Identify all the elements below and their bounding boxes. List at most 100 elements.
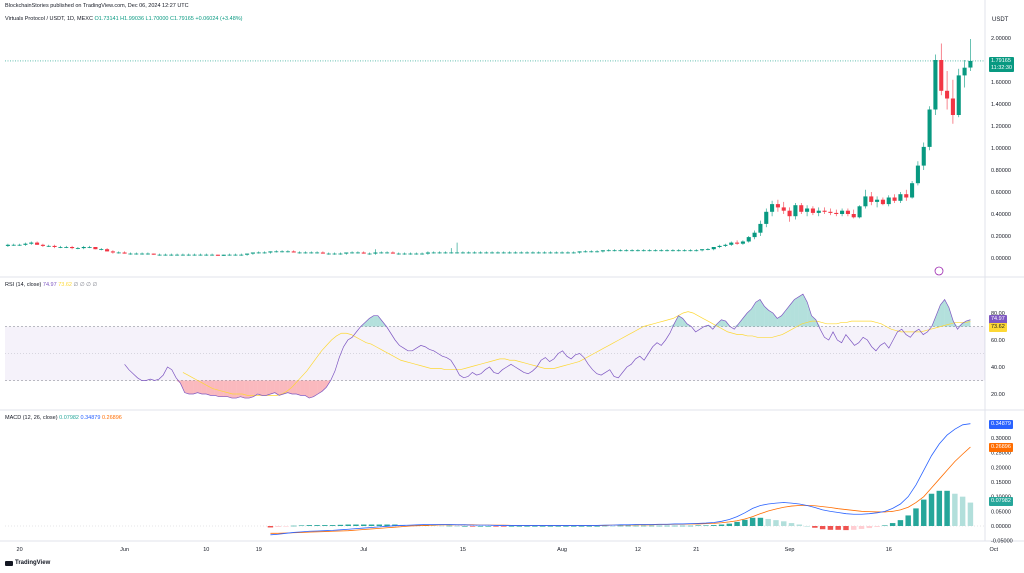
- candle-body: [81, 247, 86, 249]
- candle-body: [816, 210, 821, 213]
- candle-body: [892, 197, 897, 201]
- time-axis-tick: Sep: [785, 547, 795, 553]
- candle-body: [775, 204, 780, 208]
- macd-histogram-bar: [757, 517, 764, 526]
- candle-body: [653, 250, 658, 252]
- currency-label: USDT: [992, 17, 1009, 23]
- rsi-axis-tick: 60.00: [991, 338, 1005, 344]
- candle-body: [886, 197, 891, 205]
- rsi-oversold-fill: [322, 380, 327, 392]
- rsi-overbought-fill: [734, 323, 739, 327]
- candle-body: [478, 252, 483, 254]
- macd-histogram-bar: [314, 525, 320, 526]
- candle-body: [962, 67, 967, 76]
- candle-body: [309, 252, 314, 254]
- rsi-overbought-fill: [936, 304, 941, 327]
- candle-body: [35, 242, 40, 245]
- macd-histogram-bar: [952, 493, 958, 526]
- rsi-overbought-fill: [678, 315, 683, 327]
- candle-body: [70, 247, 75, 249]
- macd-histogram-bar: [337, 524, 344, 526]
- rsi-legend: RSI (14, close) 74.97 73.62 ∅ ∅ ∅ ∅: [5, 282, 97, 288]
- candle-body: [472, 252, 477, 254]
- price-axis-tick: 1.40000: [991, 102, 1011, 108]
- price-axis-tick: 0.60000: [991, 190, 1011, 196]
- candle-body: [274, 251, 279, 253]
- candle-body: [408, 253, 413, 255]
- candle-body: [880, 199, 885, 205]
- price-axis-tick: 0.80000: [991, 168, 1011, 174]
- rsi-oversold-fill: [292, 380, 297, 394]
- candle-body: [122, 252, 127, 254]
- macd-histogram-bar: [773, 520, 779, 526]
- candle-body: [361, 252, 366, 254]
- macd-histogram-bar: [446, 525, 453, 527]
- rsi-overbought-fill: [365, 318, 370, 327]
- macd-histogram-bar: [571, 526, 577, 527]
- macd-histogram-bar: [353, 524, 359, 526]
- macd-histogram-bar: [913, 508, 919, 526]
- candle-body: [245, 253, 250, 255]
- candle-body: [233, 254, 238, 256]
- rsi-oversold-fill: [257, 380, 262, 396]
- macd-histogram-bar: [866, 526, 873, 529]
- candle-body: [350, 252, 355, 254]
- rsi-overbought-fill: [790, 299, 795, 327]
- candle-body: [770, 204, 775, 212]
- macd-histogram-bar: [306, 525, 313, 526]
- rsi-axis-tick: 20.00: [991, 392, 1005, 398]
- candle-body: [723, 244, 728, 246]
- macd-axis-tick: 0.20000: [991, 465, 1011, 471]
- macd-histogram-bar: [345, 524, 351, 526]
- candle-body: [595, 251, 600, 253]
- rsi-axis-tick: 80.00: [991, 311, 1005, 317]
- macd-histogram-bar: [765, 518, 771, 526]
- candle-body: [764, 211, 769, 224]
- candle-body: [577, 251, 582, 253]
- price-axis-tick: 1.20000: [991, 124, 1011, 130]
- candle-body: [495, 252, 500, 254]
- macd-histogram-bar: [283, 526, 289, 527]
- candle-body: [869, 196, 874, 202]
- candle-body: [898, 194, 903, 201]
- candle-body: [600, 250, 605, 252]
- macd-histogram-bar: [275, 526, 281, 527]
- candle-body: [64, 247, 69, 248]
- candle-body: [968, 60, 973, 68]
- time-axis-tick: Jul: [360, 547, 367, 553]
- rsi-overbought-fill: [747, 308, 752, 327]
- macd-histogram-bar: [322, 525, 328, 526]
- symbol-legend: Virtuals Protocol / USDT, 1D, MEXC O1.73…: [5, 16, 242, 22]
- macd-histogram-bar: [874, 526, 880, 527]
- macd-histogram-bar: [431, 525, 437, 527]
- macd-histogram-bar: [609, 526, 616, 527]
- candle-body: [542, 252, 547, 254]
- candle-body: [740, 241, 745, 244]
- macd-value-badge: 0.34879: [989, 420, 1013, 429]
- macd-histogram-bar: [384, 524, 390, 526]
- candle-body: [250, 252, 255, 254]
- macd-histogram-bar: [851, 526, 857, 530]
- candle-body: [560, 252, 565, 254]
- macd-histogram-bar: [539, 526, 546, 527]
- macd-histogram-bar: [477, 526, 484, 527]
- candle-body: [175, 254, 180, 256]
- candle-body: [758, 223, 763, 233]
- candle-body: [624, 250, 629, 252]
- candle-body: [414, 253, 419, 255]
- macd-histogram-bar: [501, 526, 507, 527]
- rsi-oversold-fill: [219, 380, 224, 397]
- candle-countdown: 11:32:30: [991, 64, 1013, 71]
- candle-body: [344, 252, 349, 254]
- macd-histogram-bar: [633, 525, 639, 527]
- macd-histogram-bar: [921, 499, 927, 526]
- macd-histogram-bar: [524, 526, 530, 527]
- macd-histogram-bar: [882, 525, 888, 527]
- last-price-value: 1.79165: [991, 58, 1011, 64]
- candle-body: [799, 205, 804, 212]
- candle-body: [134, 253, 139, 255]
- macd-histogram-bar: [796, 524, 803, 526]
- candle-body: [303, 252, 308, 254]
- macd-histogram-bar: [532, 526, 538, 527]
